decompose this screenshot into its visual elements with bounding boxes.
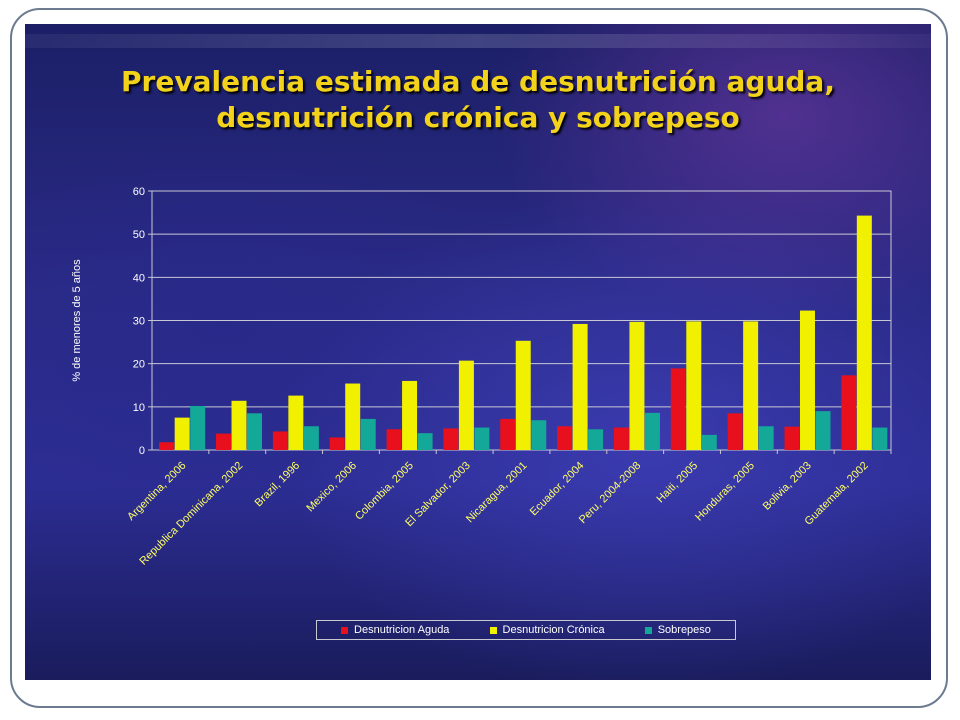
bar-sobrepeso	[247, 413, 263, 450]
x-tick-label: Ecuador, 2004	[528, 460, 587, 519]
x-tick-label: Nicaragua, 2001	[464, 460, 530, 526]
x-tick-label: Bolivia, 2003	[761, 460, 814, 513]
bar-desnutricion-cr-nica	[345, 383, 361, 450]
x-tick-label: Haiti, 2005	[654, 460, 700, 506]
bar-desnutricion-aguda	[557, 426, 573, 450]
bar-desnutricion-cr-nica	[458, 360, 474, 450]
x-tick-label: Republica Dominicana, 2002	[137, 460, 245, 568]
bar-desnutricion-aguda	[841, 375, 857, 450]
x-tick-label: Argentina, 2006	[125, 460, 188, 523]
bar-sobrepeso	[872, 427, 888, 450]
legend-swatch	[644, 626, 652, 634]
bar-desnutricion-aguda	[727, 413, 743, 450]
x-tick-label: Peru, 2004-2008	[577, 460, 643, 526]
bar-desnutricion-aguda	[216, 433, 232, 450]
bar-sobrepeso	[360, 418, 376, 450]
y-tick-label: 20	[133, 359, 145, 371]
bar-desnutricion-cr-nica	[288, 395, 304, 450]
legend-entry: Desnutricion Crónica	[489, 624, 605, 636]
y-tick-label: 40	[133, 272, 145, 284]
y-axis-label: % de menores de 5 años	[71, 259, 83, 382]
y-tick-label: 60	[133, 186, 145, 198]
x-tick-label: Guatemala, 2002	[803, 460, 871, 528]
y-tick-label: 30	[133, 316, 145, 328]
bar-sobrepeso	[303, 426, 319, 450]
decorative-stripe	[25, 34, 931, 48]
bar-desnutricion-cr-nica	[743, 321, 759, 450]
bar-desnutricion-aguda	[670, 368, 686, 450]
bar-sobrepeso	[644, 412, 660, 450]
bar-desnutricion-aguda	[329, 437, 345, 450]
bar-desnutricion-aguda	[272, 431, 288, 450]
bar-desnutricion-cr-nica	[856, 215, 872, 450]
legend-label: Desnutricion Crónica	[502, 624, 605, 636]
bar-desnutricion-aguda	[500, 418, 516, 450]
bar-desnutricion-aguda	[613, 427, 629, 450]
legend-entry: Desnutricion Aguda	[341, 624, 449, 636]
bar-desnutricion-aguda	[443, 428, 459, 450]
bar-desnutricion-aguda	[386, 429, 402, 450]
bar-sobrepeso	[758, 426, 774, 450]
y-tick-label: 50	[133, 229, 145, 241]
x-tick-label: Brazil, 1996	[253, 460, 303, 510]
bar-desnutricion-cr-nica	[686, 321, 702, 450]
bar-sobrepeso	[474, 427, 490, 450]
legend-entry: Sobrepeso	[644, 624, 711, 636]
x-tick-label: Mexico, 2006	[304, 460, 359, 515]
bar-desnutricion-cr-nica	[402, 380, 418, 450]
y-tick-label: 10	[133, 402, 145, 414]
bar-desnutricion-aguda	[784, 426, 800, 450]
bar-desnutricion-cr-nica	[515, 340, 531, 450]
title-line-1: Prevalencia estimada de desnutrición agu…	[121, 65, 835, 98]
bar-desnutricion-cr-nica	[174, 417, 190, 450]
chart-legend: Desnutricion Aguda Desnutricion Crónica So…	[316, 620, 736, 640]
bar-desnutricion-cr-nica	[572, 323, 588, 450]
x-tick-label: Colombia, 2005	[353, 460, 416, 523]
bar-chart: 0 10 20 30 40 50 60 % de menores de 5 años Argen…	[71, 186, 892, 568]
legend-label: Desnutricion Aguda	[354, 624, 450, 636]
slide-title: Prevalencia estimada de desnutrición agu…	[25, 64, 931, 136]
bar-desnutricion-cr-nica	[231, 400, 247, 450]
legend-label: Sobrepeso	[657, 624, 711, 636]
legend-swatch	[341, 626, 349, 634]
bar-sobrepeso	[417, 433, 433, 450]
title-line-2: desnutrición crónica y sobrepeso	[216, 101, 740, 134]
bar-desnutricion-cr-nica	[799, 310, 815, 450]
legend-swatch	[489, 626, 497, 634]
bar-sobrepeso	[815, 411, 831, 450]
bar-sobrepeso	[588, 429, 604, 450]
bar-sobrepeso	[190, 405, 206, 450]
bar-sobrepeso	[701, 434, 717, 450]
bar-desnutricion-aguda	[159, 442, 175, 450]
bar-desnutricion-cr-nica	[629, 321, 645, 450]
x-tick-label: Honduras, 2005	[693, 460, 757, 524]
bar-sobrepeso	[531, 420, 547, 450]
slide: Prevalencia estimada de desnutrición agu…	[25, 24, 931, 680]
y-tick-label: 0	[139, 445, 145, 457]
